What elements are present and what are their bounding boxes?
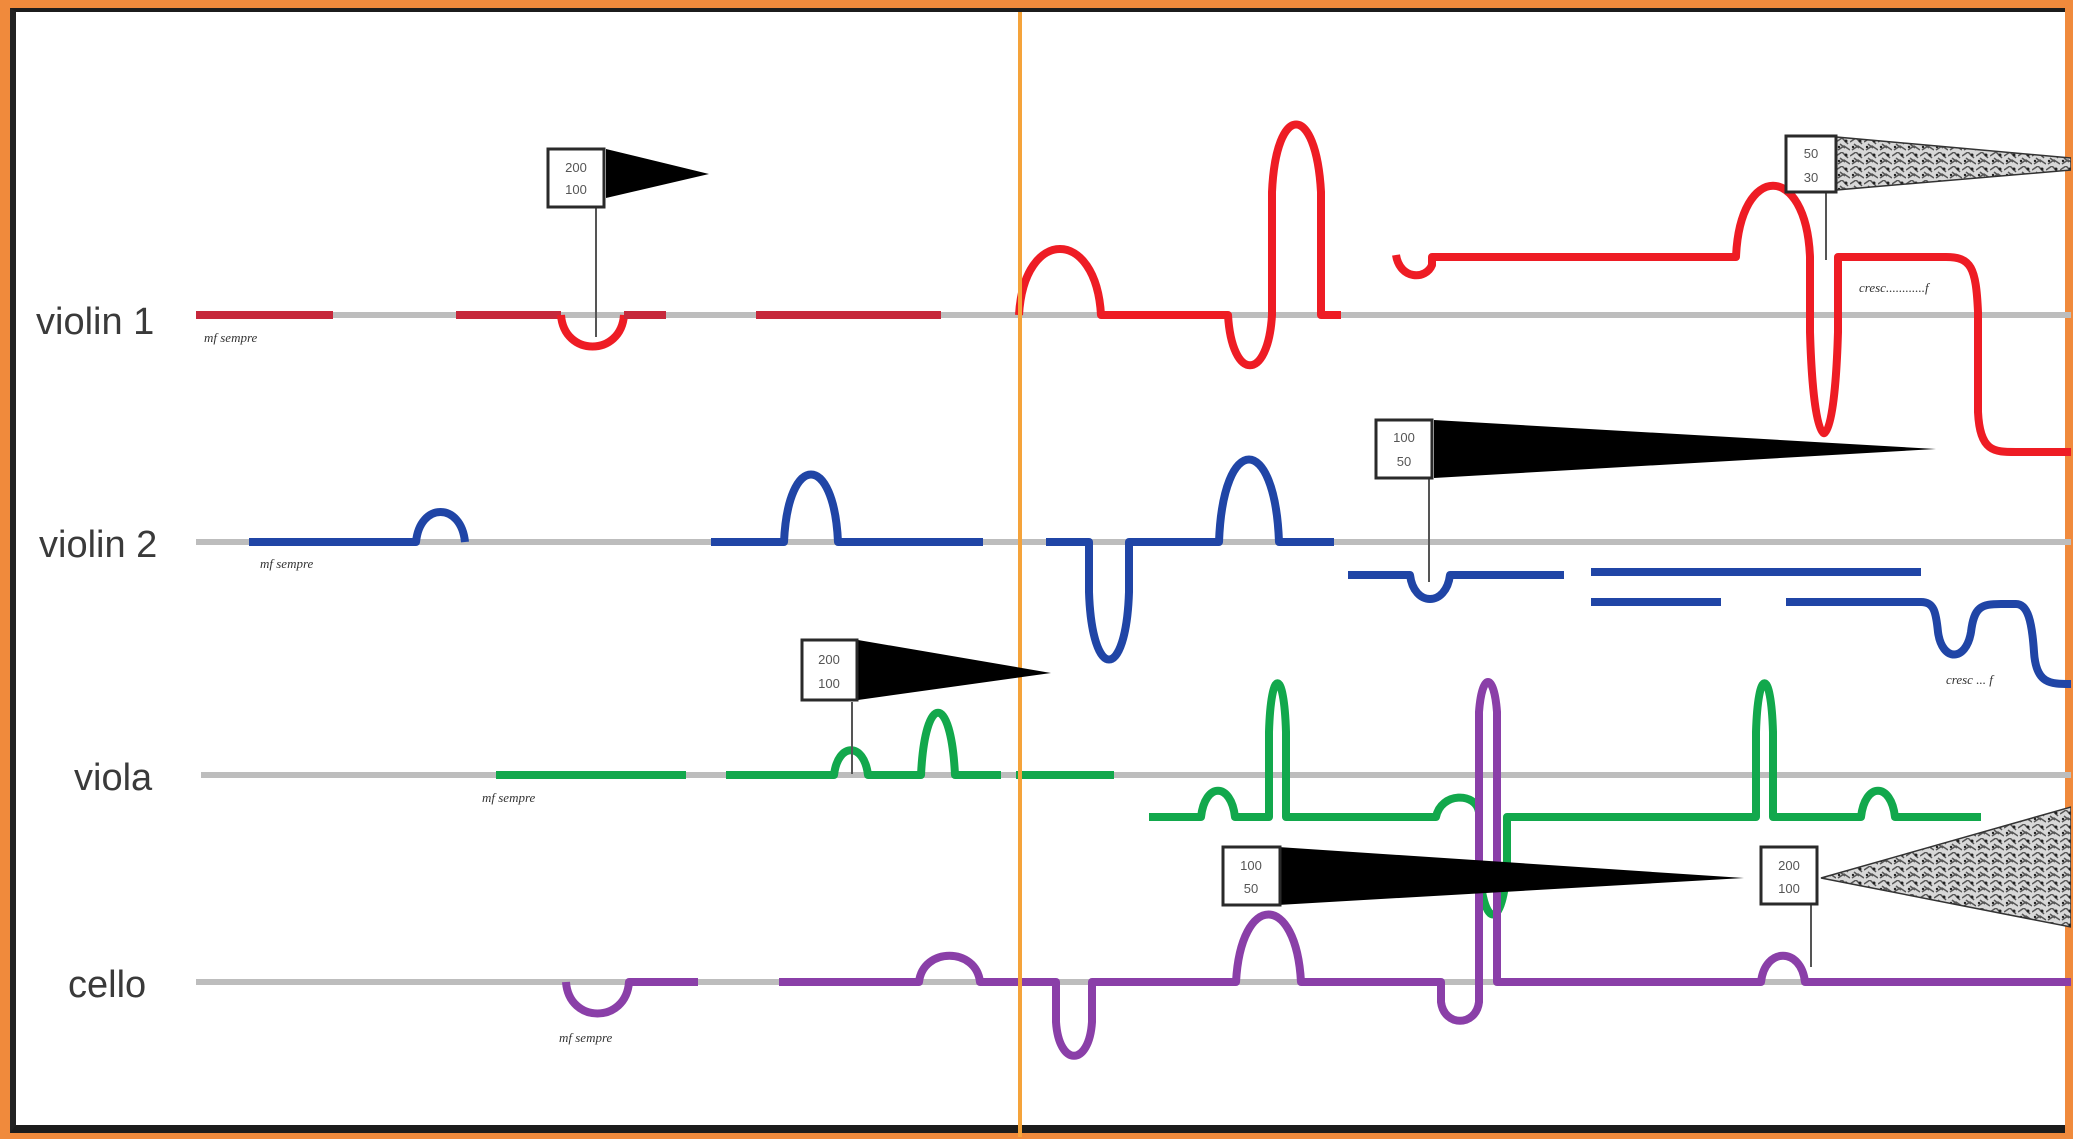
dynamic-marker-wedge-2: 200 100 <box>800 638 1051 774</box>
dynamic-marker-texture-1: 50 30 <box>1784 134 2071 260</box>
svg-text:50: 50 <box>1804 146 1818 161</box>
annotation-mf-sempre-cello: mf sempre <box>559 1030 613 1045</box>
annotation-mf-sempre-violin-1: mf sempre <box>204 330 258 345</box>
svg-text:100: 100 <box>1393 430 1415 445</box>
label-violin-1: violin 1 <box>36 301 154 343</box>
svg-text:200: 200 <box>1778 858 1800 873</box>
waveform-violin-2 <box>249 455 2071 688</box>
svg-text:100: 100 <box>1240 858 1262 873</box>
svg-text:200: 200 <box>818 652 840 667</box>
svg-text:50: 50 <box>1397 454 1411 469</box>
label-violin-2: violin 2 <box>39 524 157 566</box>
svg-text:200: 200 <box>565 160 587 175</box>
graphic-score-canvas: violin 1 violin 2 viola cello <box>10 8 2071 1137</box>
dynamic-marker-flag-1: 200 100 <box>546 147 709 337</box>
graphic-score: violin 1 violin 2 viola cello <box>36 12 2071 1137</box>
svg-text:100: 100 <box>818 676 840 691</box>
svg-text:50: 50 <box>1244 881 1258 896</box>
dynamic-marker-wedge-1: 100 50 <box>1374 418 1936 582</box>
svg-text:100: 100 <box>1778 881 1800 896</box>
svg-text:100: 100 <box>565 182 587 197</box>
annotation-mf-sempre-viola: mf sempre <box>482 790 536 805</box>
label-viola: viola <box>74 757 153 799</box>
waveform-violin-1 <box>196 120 2071 456</box>
annotation-cresc-violin-1: cresc............f <box>1859 280 1931 295</box>
dynamic-marker-texture-2: 200 100 <box>1759 806 2071 967</box>
annotation-cresc-violin-2: cresc ... f <box>1946 672 1995 687</box>
svg-text:30: 30 <box>1804 170 1818 185</box>
dynamic-marker-wedge-3: 100 50 <box>1221 845 1744 907</box>
label-cello: cello <box>68 964 146 1006</box>
annotation-mf-sempre-violin-2: mf sempre <box>260 556 314 571</box>
